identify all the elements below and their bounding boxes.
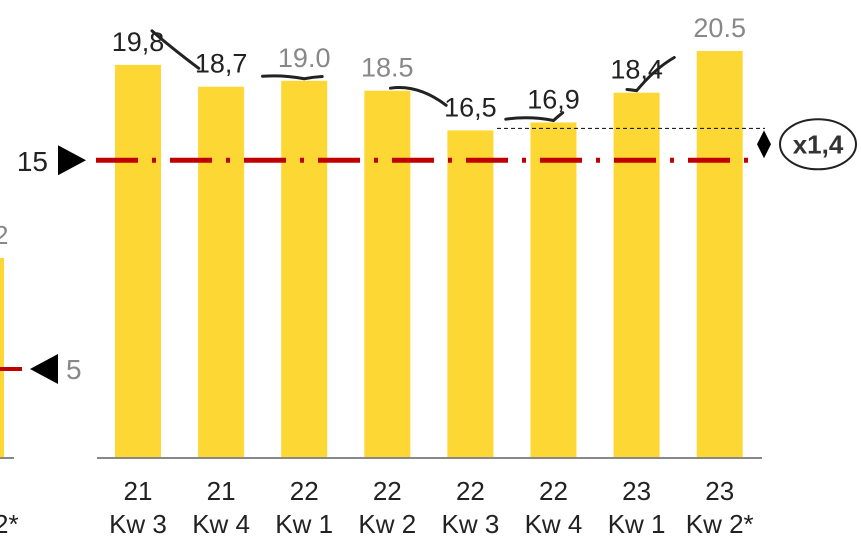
annotation-diamond-icon: [757, 130, 771, 158]
left-partial-bar: [0, 258, 4, 458]
tick-label-year-3: 22: [290, 476, 319, 506]
bar-7: [614, 93, 660, 458]
tick-label-year-7: 23: [622, 476, 651, 506]
reference-label: 15: [17, 146, 48, 177]
bar-1: [115, 65, 161, 458]
annotation-label: x1,4: [793, 129, 844, 159]
tick-label-quarter-3: Kw 1: [275, 509, 333, 539]
left-partial-category-label: 2*: [0, 509, 19, 539]
tick-label-year-8: 23: [705, 476, 734, 506]
tick-label-year-1: 21: [124, 476, 153, 506]
bar-2: [198, 87, 244, 458]
tick-label-quarter-5: Kw 3: [441, 509, 499, 539]
bar-5: [447, 130, 493, 458]
tick-label-quarter-2: Kw 4: [192, 509, 250, 539]
left-partial-reference-label: 5: [66, 354, 82, 385]
bar-8: [697, 51, 743, 458]
bars: [115, 51, 743, 458]
left-partial-chart: 5 2 2*: [0, 220, 82, 539]
tick-label-quarter-4: Kw 2: [358, 509, 416, 539]
value-label-3: 19.0: [278, 43, 331, 73]
tick-label-quarter-6: Kw 4: [525, 509, 583, 539]
tick-label-quarter-7: Kw 1: [608, 509, 666, 539]
tick-label-year-4: 22: [373, 476, 402, 506]
value-label-8: 20.5: [693, 13, 746, 43]
reference-arrow: [58, 145, 86, 175]
tick-label-year-5: 22: [456, 476, 485, 506]
tick-label-year-6: 22: [539, 476, 568, 506]
tick-label-quarter-8: Kw 2*: [686, 509, 754, 539]
bar-3: [281, 81, 327, 458]
value-label-2: 18,7: [195, 49, 248, 79]
left-partial-value-label: 2: [0, 220, 8, 250]
value-label-5: 16,5: [444, 92, 497, 122]
value-label-6: 16,9: [527, 84, 580, 114]
bar-4: [364, 91, 410, 458]
bar-6: [531, 122, 577, 458]
value-label-7: 18,4: [610, 55, 663, 85]
tick-label-year-2: 21: [207, 476, 236, 506]
value-label-4: 18.5: [361, 53, 414, 83]
left-partial-reference-arrow: [30, 354, 58, 384]
value-label-1: 19,8: [112, 27, 165, 57]
tick-label-quarter-1: Kw 3: [109, 509, 167, 539]
